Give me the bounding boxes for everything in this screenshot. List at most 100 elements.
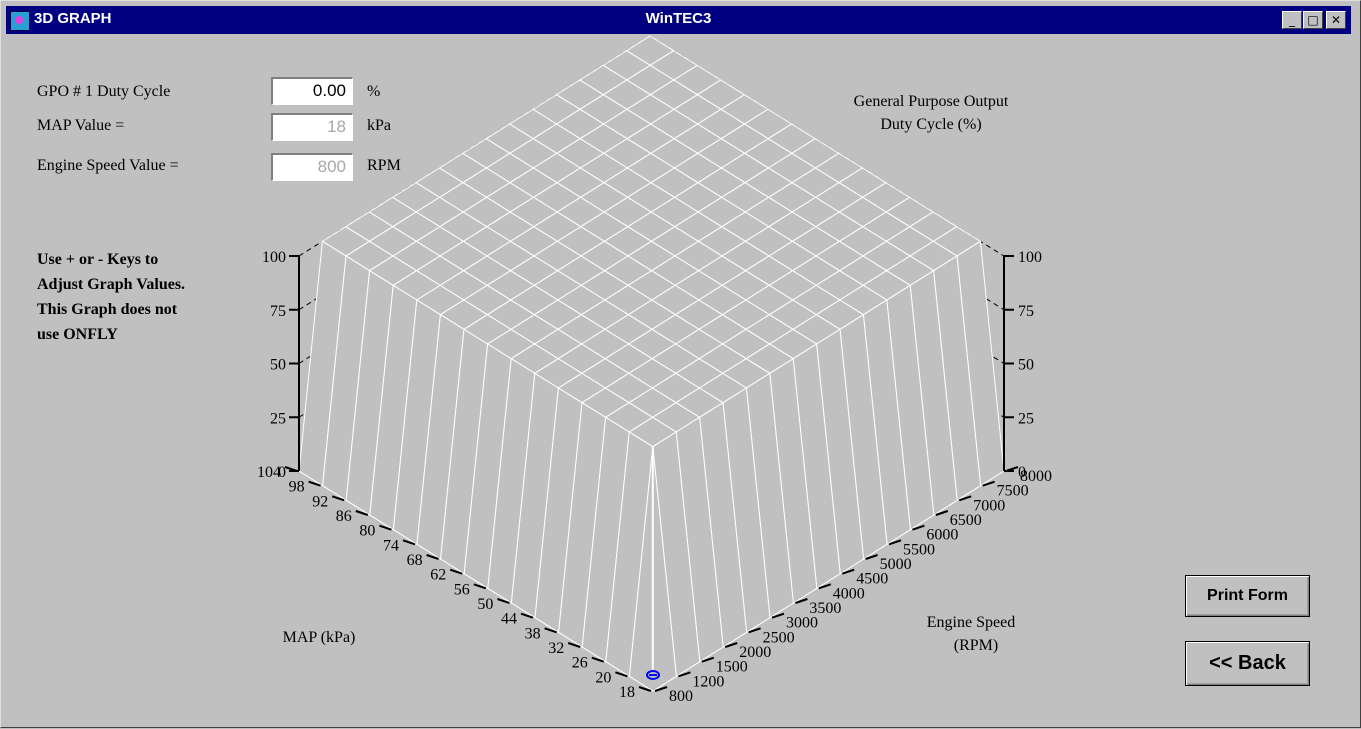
map-axis-tick <box>331 495 345 502</box>
window-title: WinTEC3 <box>645 10 712 27</box>
duty-cycle-label: GPO # 1 Duty Cycle <box>37 83 171 100</box>
rpm-axis-tick <box>701 656 715 663</box>
duty-cycle-unit: % <box>367 83 381 100</box>
close-icon[interactable]: ✕ <box>1326 11 1346 29</box>
rpm-axis-tick <box>982 480 995 487</box>
map-axis-tick <box>426 554 439 560</box>
map-value-label: MAP Value = <box>37 117 125 134</box>
map-tick-label: 68 <box>407 552 423 569</box>
app-icon[interactable] <box>10 11 30 31</box>
y-axis-title-line-2: (RPM) <box>954 637 998 654</box>
map-axis-tick <box>497 598 510 604</box>
rpm-axis-tick <box>748 627 761 634</box>
rpm-axis-tick <box>795 598 808 604</box>
rpm-axis-tick <box>654 686 668 692</box>
map-tick-label: 104 <box>257 464 281 481</box>
map-axis-tick <box>402 539 416 546</box>
map-axis-tick <box>473 583 487 590</box>
selected-point-marker <box>646 670 660 680</box>
z-tick-label: 50 <box>1018 357 1034 374</box>
rpm-tick-label: 6000 <box>926 527 958 544</box>
instruction-line: This Graph does not <box>37 301 178 318</box>
rpm-axis-tick <box>841 568 855 575</box>
rpm-tick-label: 3000 <box>786 615 818 632</box>
rpm-tick-label: 1500 <box>716 659 748 676</box>
title-bar[interactable]: 3D GRAPH WinTEC3 _ □ ✕ <box>6 6 1351 34</box>
map-tick-label: 98 <box>289 479 305 496</box>
z-tick-label: 100 <box>1018 249 1042 266</box>
map-axis-tick <box>520 612 534 619</box>
rpm-tick-label: 7500 <box>997 483 1029 500</box>
z-tick-label: 0 <box>1018 464 1026 481</box>
map-tick-label: 50 <box>477 596 493 613</box>
map-tick-label: 18 <box>619 684 635 701</box>
map-axis-tick <box>615 671 628 678</box>
rpm-tick-label: 5000 <box>880 556 912 573</box>
rpm-tick-label: 4500 <box>856 571 888 588</box>
z-tick-label: 75 <box>270 303 286 320</box>
rpm-axis-tick <box>912 524 925 531</box>
rpm-axis-tick <box>678 671 691 678</box>
rpm-tick-label: 5500 <box>903 541 935 558</box>
map-value-field: 18 <box>271 113 353 141</box>
map-axis-tick <box>567 642 581 648</box>
map-tick-label: 74 <box>383 537 399 554</box>
print-form-button[interactable]: Print Form <box>1185 575 1310 617</box>
rpm-tick-label: 1200 <box>692 673 724 690</box>
map-value-unit: kPa <box>367 117 391 134</box>
map-tick-label: 62 <box>430 567 446 584</box>
map-tick-label: 80 <box>359 523 375 540</box>
duty-cycle-field[interactable]: 0.00 <box>271 77 353 105</box>
y-axis-title-line-1: Engine Speed <box>927 614 1015 631</box>
map-tick-label: 56 <box>454 581 470 598</box>
z-tick-label: 75 <box>1018 303 1034 320</box>
maximize-icon[interactable]: □ <box>1303 11 1323 29</box>
map-axis-tick <box>544 627 557 634</box>
back-button[interactable]: << Back <box>1185 641 1310 686</box>
rpm-axis-tick <box>865 554 878 560</box>
map-axis-tick <box>591 656 605 663</box>
rpm-axis-tick <box>818 583 832 590</box>
map-tick-label: 92 <box>312 493 328 510</box>
map-axis-tick <box>284 466 298 472</box>
instruction-line: Use + or - Keys to <box>37 251 159 268</box>
z-tick-label: 50 <box>270 357 286 374</box>
rpm-axis-tick <box>958 495 972 502</box>
rpm-tick-label: 8000 <box>1020 468 1052 485</box>
map-axis-tick <box>449 568 463 575</box>
z-axis-title-line-2: Duty Cycle (%) <box>880 116 981 133</box>
map-tick-label: 32 <box>548 640 564 657</box>
map-axis-tick <box>308 480 321 487</box>
rpm-axis-tick <box>888 539 902 546</box>
x-axis-title: MAP (kPa) <box>283 629 356 646</box>
window-caption: 3D GRAPH <box>34 10 112 27</box>
minimize-icon[interactable]: _ <box>1282 11 1302 29</box>
map-axis-tick <box>638 686 652 692</box>
rpm-axis-tick <box>771 612 785 619</box>
rpm-tick-label: 7000 <box>973 497 1005 514</box>
instruction-line: use ONFLY <box>37 326 118 343</box>
instructions-text: Use + or - Keys to Adjust Graph Values. … <box>37 247 247 347</box>
engine-speed-unit: RPM <box>367 157 401 174</box>
rpm-tick-label: 2500 <box>763 629 795 646</box>
rpm-tick-label: 2000 <box>739 644 771 661</box>
map-tick-label: 86 <box>336 508 352 525</box>
instruction-line: Adjust Graph Values. <box>37 276 186 293</box>
rpm-tick-label: 4000 <box>833 585 865 602</box>
map-axis-tick <box>379 524 392 531</box>
engine-speed-label: Engine Speed Value = <box>37 157 179 174</box>
rpm-axis-tick <box>724 642 738 648</box>
rpm-tick-label: 3500 <box>809 600 841 617</box>
z-axis-title-line-1: General Purpose Output <box>854 93 1009 110</box>
rpm-axis-tick <box>935 510 949 516</box>
rpm-tick-label: 800 <box>669 688 693 705</box>
map-tick-label: 44 <box>501 611 517 628</box>
z-tick-label: 25 <box>270 410 286 427</box>
map-tick-label: 38 <box>525 625 541 642</box>
z-tick-label: 100 <box>262 249 286 266</box>
z-tick-label: 25 <box>1018 410 1034 427</box>
map-tick-label: 26 <box>572 655 588 672</box>
engine-speed-field: 800 <box>271 153 353 181</box>
